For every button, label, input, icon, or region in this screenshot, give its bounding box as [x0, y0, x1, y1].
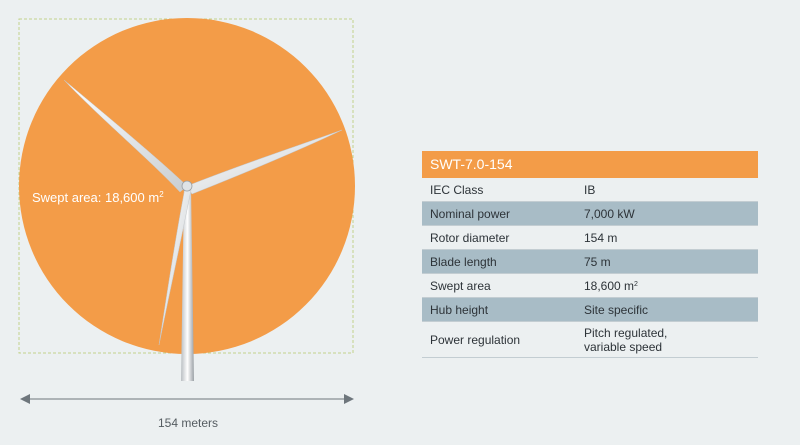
- table-row-swept-area: Swept area 18,600 m2: [422, 274, 758, 298]
- row-value: 7,000 kW: [584, 206, 635, 221]
- rotor-diameter-label: 154 meters: [157, 416, 219, 430]
- table-row-iec-class: IEC Class IB: [422, 178, 758, 202]
- row-value: 154 m: [584, 230, 618, 245]
- row-label: Hub height: [430, 302, 489, 317]
- row-value: Pitch regulated, variable speed: [584, 326, 758, 354]
- row-label: Power regulation: [430, 332, 521, 347]
- row-label: IEC Class: [430, 182, 484, 197]
- table-title: SWT-7.0-154: [422, 151, 758, 178]
- row-label: Nominal power: [430, 206, 511, 221]
- turbine-tower: [181, 186, 194, 381]
- specifications-table: SWT-7.0-154 IEC Class IB Nominal power 7…: [422, 151, 758, 358]
- row-value: Site specific: [584, 302, 649, 317]
- turbine-illustration: Swept area: 18,600 m2 154 meters: [0, 0, 400, 440]
- turbine-blade-right: [186, 129, 343, 195]
- row-label: Blade length: [430, 254, 497, 269]
- swept-area-annotation: Swept area: 18,600 m2: [32, 190, 164, 205]
- row-value: IB: [584, 182, 596, 197]
- turbine-drawing: [18, 18, 355, 404]
- row-label: Rotor diameter: [430, 230, 510, 245]
- table-row-rotor-diameter: Rotor diameter 154 m: [422, 226, 758, 250]
- row-value: 75 m: [584, 254, 611, 269]
- table-row-hub-height: Hub height Site specific: [422, 298, 758, 322]
- turbine-blade-lower: [158, 187, 192, 346]
- table-row-power-regulation: Power regulation Pitch regulated, variab…: [422, 322, 758, 358]
- row-value-line-1: Pitch regulated,: [584, 325, 668, 340]
- turbine-hub: [181, 180, 193, 192]
- double-headed-arrow-icon: [20, 394, 354, 404]
- table-row-blade-length: Blade length 75 m: [422, 250, 758, 274]
- turbine-blade-upper-left: [63, 79, 188, 193]
- table-row-nominal-power: Nominal power 7,000 kW: [422, 202, 758, 226]
- row-label: Swept area: [430, 278, 491, 293]
- row-value-line-2: variable speed: [584, 339, 663, 354]
- row-value: 18,600 m2: [584, 279, 638, 293]
